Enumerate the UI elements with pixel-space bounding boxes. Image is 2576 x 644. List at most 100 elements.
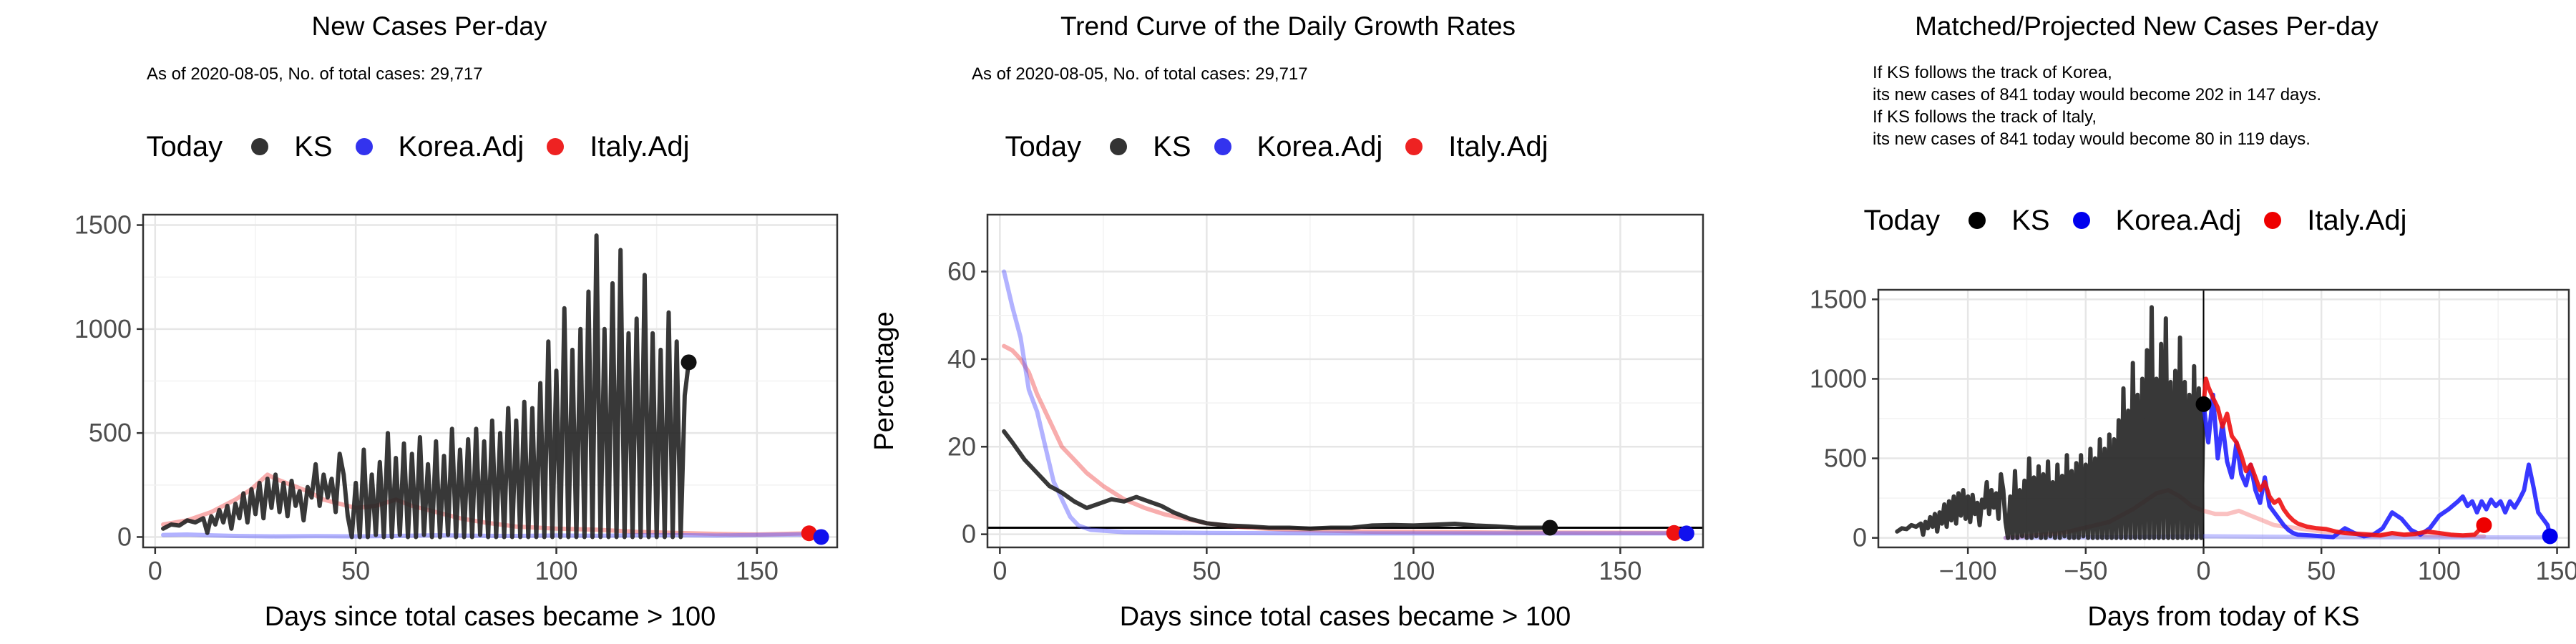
chart-title: New Cases Per-day [311, 11, 547, 41]
legend-key-korea [1214, 138, 1231, 155]
x-axis-label: Days since total cases became > 100 [1120, 602, 1571, 632]
y-tick-label: 1500 [1810, 284, 1867, 313]
legend-key-ks [1110, 138, 1128, 155]
legend-label-ks: KS [294, 130, 333, 162]
annotation-line: If KS follows the track of Italy, [1873, 107, 2097, 127]
growth-rate-panel: Trend Curve of the Daily Growth Rates As… [859, 0, 1717, 644]
y-tick-label: 500 [89, 418, 132, 447]
legend-key-ks [1968, 212, 1986, 229]
legend-item-italy: Italy.Adj [2264, 204, 2407, 237]
series-line-ks [1002, 429, 1553, 531]
projected-cases-panel: Matched/Projected New Cases Per-day If K… [1717, 0, 2576, 644]
x-tick-label: 100 [535, 556, 577, 585]
x-tick-label: 150 [2535, 556, 2576, 585]
x-tick-label: 150 [1599, 556, 1641, 585]
y-tick-label: 20 [947, 431, 976, 461]
legend-key-italy [2264, 212, 2282, 229]
x-tick-label: 50 [341, 556, 370, 585]
endpoint-korea-adj [813, 529, 829, 545]
x-tick-label: 50 [2307, 556, 2336, 585]
legend-label-italy: Italy.Adj [2307, 204, 2407, 236]
plot-border [142, 213, 839, 549]
legend-title: Today [1005, 130, 1082, 162]
x-tick-label: 100 [1392, 556, 1435, 585]
annotation-line: its new cases of 841 today would become … [1873, 130, 2311, 149]
x-tick-label: 50 [1192, 556, 1221, 585]
legend-key-korea [2072, 212, 2090, 229]
y-tick-label: 40 [947, 344, 976, 374]
x-tick-label: 100 [2418, 556, 2461, 585]
chart-title: Matched/Projected New Cases Per-day [1915, 11, 2379, 41]
y-tick-label: 1000 [74, 314, 132, 343]
y-tick-label: 1000 [1810, 364, 1867, 393]
series-line-korea-adj [161, 532, 824, 539]
legend-key-italy [547, 138, 565, 155]
legend: Today KS Korea.Adj Italy.Adj [1717, 203, 2576, 238]
legend-item-italy: Italy.Adj [1405, 131, 1548, 163]
x-axis-label: Days from today of KS [2087, 602, 2359, 632]
x-tick-label: −100 [1939, 556, 1997, 585]
plot-border [986, 213, 1704, 549]
legend-label-korea: Korea.Adj [2115, 204, 2242, 236]
series-line-ks [161, 233, 691, 540]
endpoint-italy-adj [2476, 517, 2492, 533]
annotation-line: If KS follows the track of Korea, [1873, 63, 2112, 82]
legend-label-italy: Italy.Adj [590, 130, 690, 162]
legend-item-korea: Korea.Adj [1214, 130, 1383, 163]
endpoint-korea-adj [1678, 525, 1694, 542]
x-tick-label: 0 [992, 556, 1007, 585]
legend-label-ks: KS [1153, 130, 1191, 162]
endpoint-korea-adj [2542, 528, 2558, 545]
series-line-ks [1895, 305, 2206, 540]
legend-label-korea: Korea.Adj [1257, 130, 1383, 162]
y-tick-label: 500 [1824, 444, 1867, 473]
endpoint-ks [1542, 519, 1558, 536]
endpoint-ks [680, 354, 697, 371]
y-tick-label: 1500 [74, 210, 132, 240]
legend-key-ks [251, 138, 269, 155]
legend-key-italy [1405, 138, 1423, 155]
legend-label-italy: Italy.Adj [1448, 130, 1548, 162]
y-tick-label: 60 [947, 257, 976, 286]
x-axis-label: Days since total cases became > 100 [265, 602, 716, 632]
legend-item-ks: KS [251, 130, 333, 163]
legend-item-ks: KS [1968, 204, 2050, 237]
gridlines [143, 215, 837, 547]
legend-item-korea: Korea.Adj [355, 130, 525, 163]
plot-svg: 0 50 100 150 0 20 40 60 Days since total cases b… [869, 213, 1704, 632]
x-tick-label: 0 [148, 556, 162, 585]
legend-item-ks: KS [1110, 131, 1191, 163]
endpoint-italy-adj [801, 525, 817, 542]
x-tick-label: −50 [2064, 556, 2107, 585]
y-axis-label: Percentage [869, 311, 899, 450]
chart-subtitle: As of 2020-08-05, No. of total cases: 29… [972, 64, 1308, 84]
legend-key-korea [355, 138, 373, 155]
legend-label-korea: Korea.Adj [398, 130, 525, 162]
legend-title: Today [146, 130, 223, 162]
legend: Today KS Korea.Adj Italy.Adj [0, 129, 859, 165]
series-line-korea-adj [1002, 269, 1689, 536]
gridlines [987, 215, 1703, 547]
legend-item-korea: Korea.Adj [2072, 204, 2242, 237]
chart-title: Trend Curve of the Daily Growth Rates [1060, 11, 1516, 41]
y-tick-label: 0 [1853, 523, 1867, 552]
legend-item-italy: Italy.Adj [547, 130, 690, 163]
y-tick-label: 0 [962, 519, 976, 549]
series-line-italy-adj [2201, 376, 2487, 538]
legend-label-ks: KS [2011, 204, 2050, 236]
chart-annotation: If KS follows the track of Korea, its ne… [1873, 62, 2321, 150]
x-tick-label: 150 [736, 556, 779, 585]
x-tick-label: 0 [2196, 556, 2210, 585]
plot-border [1877, 288, 2570, 549]
endpoint-italy-adj [1666, 525, 1682, 541]
y-tick-label: 0 [117, 522, 132, 551]
series-line-korea-adj [2201, 392, 2552, 540]
plot-background [987, 215, 1703, 547]
chart-subtitle: As of 2020-08-05, No. of total cases: 29… [147, 64, 483, 84]
new-cases-panel: New Cases Per-day As of 2020-08-05, No. … [0, 0, 859, 644]
annotation-line: its new cases of 841 today would become … [1873, 85, 2322, 104]
endpoint-ks [2195, 396, 2212, 412]
legend: Today KS Korea.Adj Italy.Adj [859, 129, 1717, 165]
